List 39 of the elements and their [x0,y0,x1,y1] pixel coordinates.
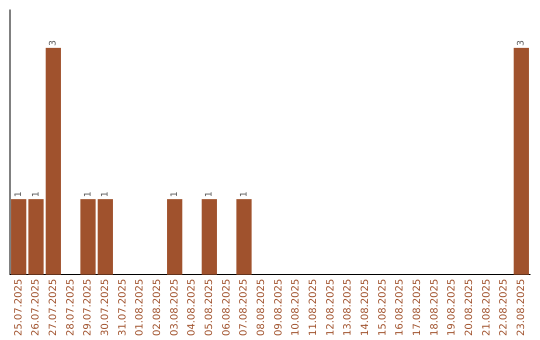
x-tick-label: 28.07.2025 [65,278,76,336]
x-tick-label: 30.07.2025 [100,278,111,336]
data-label: 3 [516,40,527,46]
x-tick-label: 11.08.2025 [308,278,319,336]
x-tick-label: 20.08.2025 [464,278,475,336]
x-tick-label: 22.08.2025 [498,278,510,336]
data-label: 1 [239,191,250,198]
x-tick-label: 23.08.2025 [516,278,527,336]
x-tick-label: 21.08.2025 [481,278,492,336]
x-tick-label: 01.08.2025 [134,278,146,336]
x-tick-label: 04.08.2025 [186,278,198,336]
x-tick-label: 05.08.2025 [204,278,215,336]
data-label: 1 [170,191,180,198]
x-tick-label: 07.08.2025 [238,278,250,336]
x-tick-label: 02.08.2025 [152,278,163,336]
x-tick-label: 17.08.2025 [412,278,423,336]
data-label: 1 [14,191,24,198]
data-label: 3 [48,40,59,46]
data-label: 1 [204,191,215,198]
x-tick-label: 27.07.2025 [48,278,59,336]
x-tick-label: 15.08.2025 [377,278,388,336]
x-tick-label: 25.07.2025 [13,278,24,336]
x-tick-label: 09.08.2025 [273,278,284,336]
x-tick-label: 12.08.2025 [325,278,336,336]
x-tick-label: 18.08.2025 [429,278,440,336]
x-tick-label: 03.08.2025 [169,278,180,336]
x-tick-label: 13.08.2025 [342,278,354,336]
data-label: 1 [31,191,42,198]
x-tick-label: 19.08.2025 [446,278,458,336]
x-tick-label: 14.08.2025 [360,278,371,336]
x-tick-label: 06.08.2025 [221,278,232,336]
x-tick-label: 10.08.2025 [290,278,302,336]
data-label: 1 [83,191,94,198]
x-tick-label: 29.07.2025 [82,278,94,336]
x-tick-label: 26.07.2025 [30,278,42,336]
x-tick-label: 16.08.2025 [394,278,406,336]
x-tick-label: 31.07.2025 [117,278,128,336]
data-label: 1 [100,191,111,198]
x-tick-label: 08.08.2025 [256,278,267,336]
